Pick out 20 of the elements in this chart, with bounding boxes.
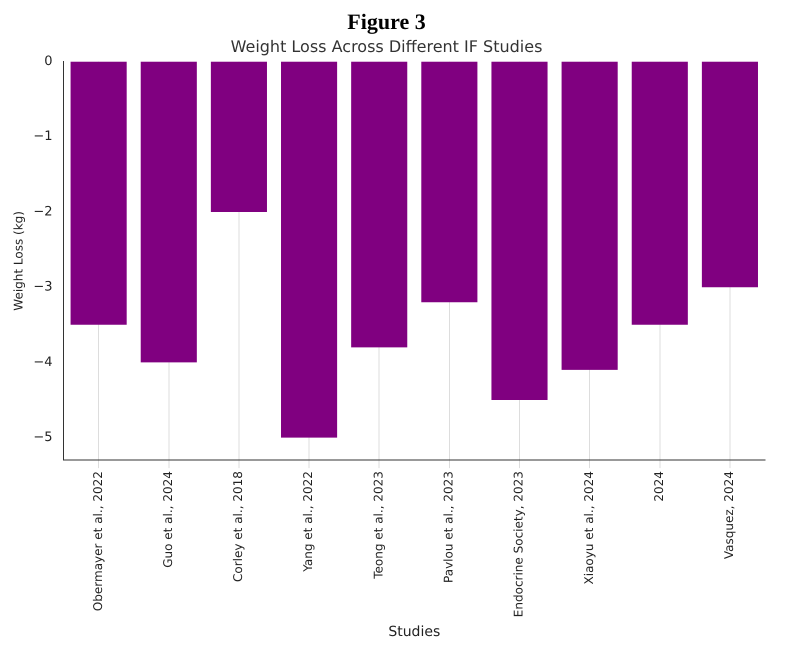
y-tick-label: −3 xyxy=(33,280,53,295)
x-tick-label: Endocrine Society, 2023 xyxy=(512,471,526,618)
y-tick-label: 0 xyxy=(44,54,53,69)
chart-subtitle: Weight Loss Across Different IF Studies xyxy=(230,37,542,56)
y-axis-title: Weight Loss (kg) xyxy=(11,211,26,311)
y-tick-label: −4 xyxy=(33,354,53,370)
x-tick-label: Vasquez, 2024 xyxy=(722,471,736,560)
y-tick-label: −1 xyxy=(33,129,53,144)
x-tick-label: Yang et al., 2022 xyxy=(301,471,316,573)
x-tick-label: 2024 xyxy=(652,471,666,502)
y-tick-label: −2 xyxy=(33,204,53,220)
x-tick-label: Xiaoyu et al., 2024 xyxy=(582,471,596,584)
x-axis-title: Studies xyxy=(388,624,440,640)
x-tick-label: Pavlou et al., 2023 xyxy=(441,471,456,583)
y-tick-label: −5 xyxy=(33,430,53,445)
x-tick-label: Guo et al., 2024 xyxy=(160,471,175,568)
x-tick-label: Teong et al., 2023 xyxy=(371,471,386,580)
x-tick-label: Corley et al., 2018 xyxy=(231,471,246,582)
chart-title: Figure 3 xyxy=(347,8,426,34)
x-tick-label: Obermayer et al., 2022 xyxy=(90,471,105,612)
